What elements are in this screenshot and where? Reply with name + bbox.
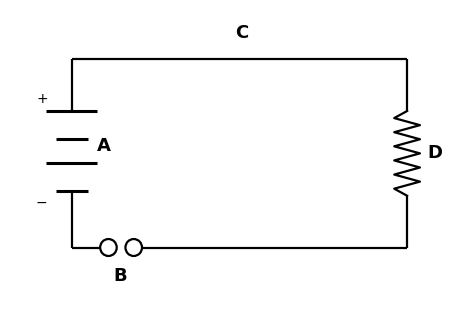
Text: B: B [113,267,127,285]
Text: −: − [36,196,47,210]
Text: D: D [428,144,443,162]
Text: A: A [97,137,111,155]
Text: C: C [235,24,248,42]
Text: +: + [36,92,47,106]
